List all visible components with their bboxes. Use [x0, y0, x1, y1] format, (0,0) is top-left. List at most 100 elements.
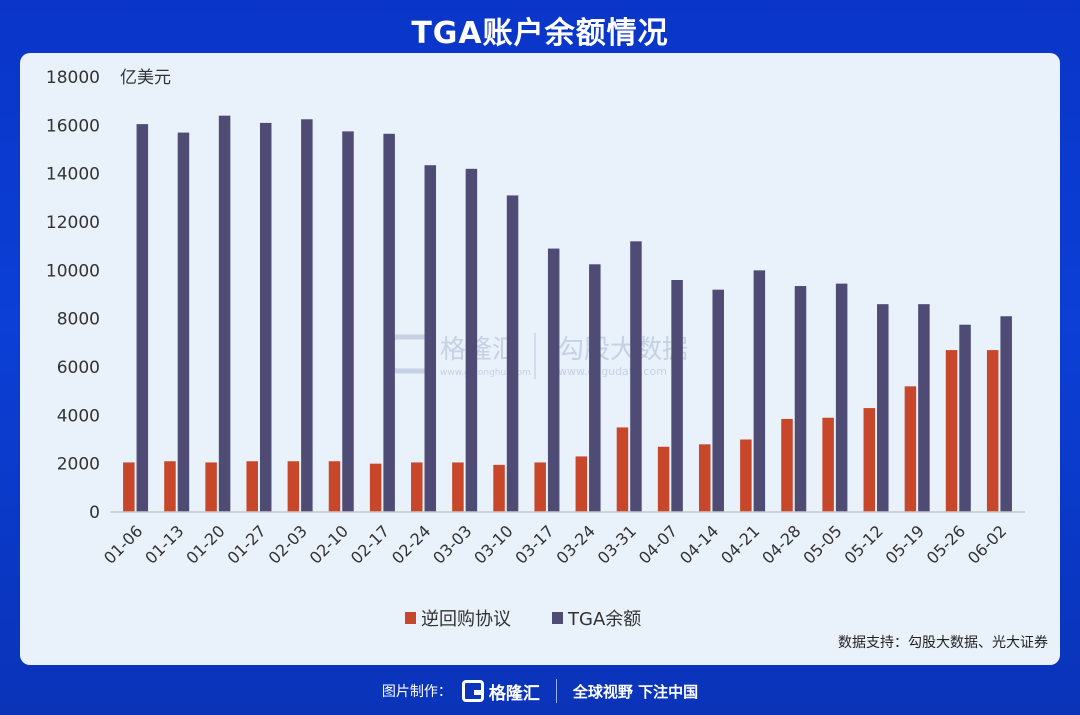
footer-slogan: 全球视野 下注中国 [572, 682, 699, 701]
y-tick-label: 18000 [46, 68, 100, 88]
x-tick-label: 01-20 [182, 521, 228, 567]
bar-tga-06-02 [1000, 316, 1012, 512]
x-tick-label: 03-10 [470, 521, 516, 567]
watermark-right-brand: 勾股大数据 [558, 335, 688, 365]
bar-tga-03-17 [547, 248, 560, 513]
x-tick-label: 02-03 [265, 521, 311, 567]
page-title: TGA账户余额情况 [411, 16, 669, 51]
source-note: 数据支持：勾股大数据、光大证券 [838, 635, 1048, 651]
bar-tga-04-07 [671, 280, 683, 512]
bar-reverse-repo-04-14 [698, 444, 711, 512]
x-tick-label: 02-10 [306, 521, 352, 567]
footer-label: 图片制作： [381, 684, 452, 700]
bar-reverse-repo-01-06 [123, 462, 135, 512]
bar-tga-04-21 [753, 270, 766, 512]
logo-icon [461, 680, 484, 702]
watermark-logo-icon [389, 334, 433, 374]
bar-reverse-repo-03-24 [575, 456, 588, 512]
bar-reverse-repo-03-03 [452, 462, 464, 512]
bar-reverse-repo-02-24 [411, 462, 423, 512]
bar-tga-05-05 [835, 283, 848, 512]
y-axis: 0 2000 4000 6000 8000 10000 12000 14000 16000 180… [46, 68, 171, 523]
x-tick-label: 02-24 [388, 521, 434, 567]
x-tick-label: 05-26 [923, 521, 969, 567]
y-tick-label: 10000 [46, 261, 100, 281]
legend: 逆回购协议 TGA余额 [405, 609, 641, 630]
bar-reverse-repo-01-20 [205, 462, 217, 512]
bar-reverse-repo-04-07 [657, 446, 670, 512]
bar-reverse-repo-02-17 [369, 463, 382, 512]
x-tick-label: 03-03 [429, 521, 475, 567]
y-tick-label: 8000 [57, 310, 100, 330]
x-tick-label: 04-14 [676, 521, 722, 567]
bar-tga-02-10 [342, 131, 354, 512]
bar-tga-05-12 [877, 304, 889, 512]
bar-reverse-repo-01-13 [164, 461, 176, 512]
bar-tga-04-14 [712, 289, 724, 512]
y-tick-label: 4000 [57, 406, 100, 426]
x-tick-label: 05-12 [841, 521, 887, 567]
bar-tga-02-17 [383, 133, 395, 512]
bar-tga-01-20 [218, 115, 231, 512]
y-tick-label: 14000 [46, 165, 100, 185]
bar-tga-03-10 [506, 195, 519, 512]
bar-tga-02-03 [301, 119, 313, 513]
x-tick-label: 04-21 [717, 521, 763, 567]
bar-tga-03-24 [589, 264, 601, 512]
watermark-left-brand: 格隆汇 [440, 335, 518, 365]
bar-reverse-repo-05-19 [904, 386, 917, 512]
legend-swatch-0 [405, 612, 416, 624]
watermark-left-url: www.gelonghui.com [440, 368, 531, 378]
x-tick-label: 01-27 [223, 521, 269, 567]
bar-reverse-repo-05-12 [863, 408, 876, 512]
bar-reverse-repo-04-21 [740, 439, 752, 512]
bar-reverse-repo-05-26 [945, 350, 958, 512]
x-tick-label: 05-19 [882, 521, 928, 567]
x-tick-label: 05-05 [799, 521, 845, 567]
y-tick-label: 2000 [57, 455, 100, 475]
bar-reverse-repo-03-31 [616, 427, 629, 512]
bar-tga-01-06 [136, 124, 149, 512]
x-tick-label: 03-31 [594, 521, 640, 567]
bar-reverse-repo-05-05 [822, 417, 834, 512]
bar-reverse-repo-02-10 [328, 461, 341, 512]
watermark: 格隆汇 www.gelonghui.com 勾股大数据www.gogudata.co… [389, 333, 688, 379]
bar-tga-03-31 [630, 241, 642, 513]
bar-tga-02-24 [424, 165, 437, 512]
bar-reverse-repo-06-02 [986, 350, 999, 512]
legend-swatch-1 [552, 612, 563, 624]
x-tick-label: 04-28 [758, 521, 804, 567]
x-tick-label: 03-17 [511, 521, 557, 567]
bar-tga-01-13 [177, 132, 190, 512]
x-tick-label: 04-07 [635, 521, 681, 567]
x-tick-label: 02-17 [347, 521, 393, 567]
bar-tga-05-26 [959, 324, 971, 512]
x-tick-label: 03-24 [553, 521, 599, 567]
bar-reverse-repo-03-10 [493, 464, 505, 512]
legend-label-1: TGA余额 [567, 609, 641, 630]
footer-divider [555, 679, 557, 703]
bars [123, 115, 1012, 513]
y-tick-label: 16000 [46, 116, 100, 136]
bar-tga-03-03 [465, 168, 478, 512]
footer-logo: 格隆汇 [461, 679, 540, 704]
legend-label-0: 逆回购协议 [421, 609, 511, 630]
y-tick-label: 0 [89, 503, 100, 523]
x-tick-label: 01-06 [100, 521, 146, 567]
bar-reverse-repo-04-28 [781, 418, 793, 512]
chart-panel: 格隆汇 www.gelonghui.com 勾股大数据 www.gogudata.co… [20, 53, 1060, 665]
y-tick-label: 6000 [57, 358, 100, 378]
y-tick-label: 12000 [46, 213, 100, 233]
bar-reverse-repo-01-27 [246, 461, 258, 512]
y-axis-unit: 亿美元 [120, 68, 171, 88]
bar-tga-01-27 [259, 122, 272, 513]
bar-reverse-repo-03-17 [534, 462, 546, 512]
x-tick-label: 06-02 [964, 521, 1010, 567]
x-tick-label: 01-13 [141, 521, 187, 567]
watermark-right-url: www.gogudata.com [558, 365, 667, 378]
bar-tga-05-19 [918, 304, 930, 512]
x-axis: 01-0601-1301-2001-2702-0302-1002-1702-24… [100, 511, 1025, 568]
bar-chart: 格隆汇 www.gelonghui.com 勾股大数据www.gogudata.co… [46, 68, 1048, 651]
footer: 图片制作： 格隆汇 全球视野 下注中国 [0, 676, 1080, 706]
bar-tga-04-28 [794, 286, 807, 512]
